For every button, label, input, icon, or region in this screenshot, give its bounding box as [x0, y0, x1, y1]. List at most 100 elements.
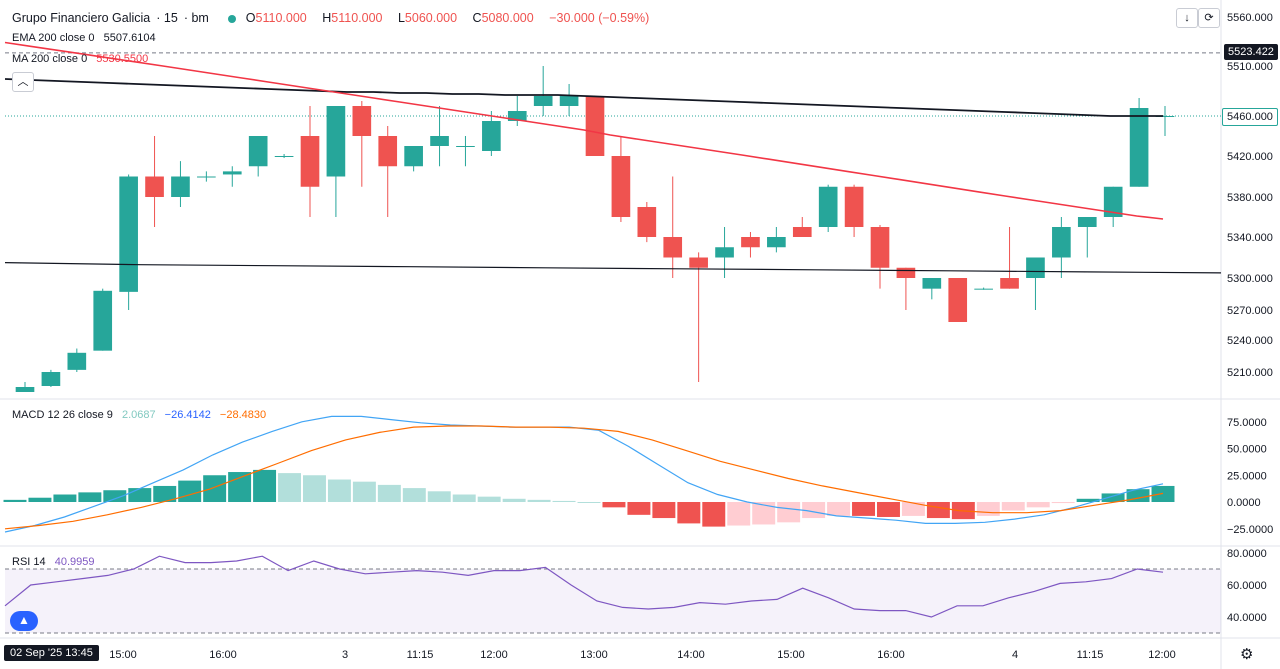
- candle-body: [844, 186, 864, 227]
- time-tick-label: 11:15: [1077, 649, 1104, 661]
- rsi-legend[interactable]: RSI 14 40.9959: [12, 556, 100, 568]
- candle-body: [1129, 108, 1149, 187]
- rsi-tick-label: 40.0000: [1227, 612, 1267, 624]
- macd-histogram-bar: [228, 472, 252, 502]
- candle-body: [611, 156, 631, 217]
- macd-histogram-bar: [802, 502, 826, 519]
- chevron-up-icon: ︿: [17, 76, 29, 88]
- time-tick-label: 11:15: [407, 649, 434, 661]
- low-value: 5060.000: [404, 11, 458, 25]
- candle-body: [1000, 278, 1019, 289]
- macd-histogram-bar: [602, 502, 626, 508]
- close-label: C: [472, 11, 482, 25]
- macd-histogram-bar: [402, 488, 426, 502]
- macd-histogram-bar: [652, 502, 676, 519]
- candle-body: [792, 227, 812, 237]
- logo-icon: ▲: [18, 613, 30, 627]
- macd-histogram-bar: [153, 485, 177, 502]
- candle-body: [715, 247, 734, 258]
- candle-body: [1026, 257, 1045, 278]
- arrow-down-icon: ↓: [1184, 12, 1190, 24]
- ema-legend[interactable]: EMA 200 close 0 5507.6104: [12, 32, 162, 44]
- rsi-label: RSI 14: [12, 556, 46, 568]
- rsi-tick-label: 80.0000: [1227, 548, 1267, 560]
- candle-body: [145, 176, 164, 197]
- interval: 15: [163, 11, 178, 25]
- tradingview-logo[interactable]: ▲: [10, 611, 38, 631]
- rsi-line: [4, 555, 1164, 618]
- macd-tick-label: 25.0000: [1227, 470, 1267, 482]
- price-tick-label: 5510.000: [1227, 61, 1273, 73]
- candle-body: [974, 288, 993, 290]
- rsi-value: 40.9959: [54, 556, 95, 568]
- candle-body: [689, 257, 708, 268]
- macd-histogram-bar: [1051, 502, 1075, 504]
- macd-histogram-bar: [327, 479, 351, 502]
- macd-histogram-bar: [53, 494, 77, 502]
- collapse-legend-button[interactable]: ︿: [12, 72, 34, 92]
- macd-histogram-bar: [1101, 493, 1125, 502]
- scroll-down-button[interactable]: ↓: [1176, 8, 1198, 28]
- ema-line: [4, 78, 1163, 117]
- candle-body: [171, 176, 190, 197]
- macd-histogram-bar: [477, 496, 501, 502]
- macd-histogram-bar: [1076, 498, 1100, 502]
- macd-line-value: −26.4142: [164, 409, 211, 421]
- macd-histogram-bar: [302, 475, 326, 502]
- refresh-button[interactable]: ⟳: [1198, 8, 1220, 28]
- candle-body: [637, 207, 657, 237]
- time-tick-label: 16:00: [877, 649, 905, 661]
- candle-body: [93, 290, 113, 351]
- price-tick-label: 5270.000: [1227, 305, 1273, 317]
- macd-histogram-bar: [577, 502, 601, 503]
- macd-histogram-bar: [103, 490, 127, 502]
- macd-tick-label: 0.0000: [1227, 497, 1261, 509]
- ma-legend[interactable]: MA 200 close 0 5530.5500: [12, 53, 154, 65]
- time-tick-label: 14:00: [677, 649, 705, 661]
- candle-body: [1155, 116, 1175, 117]
- market-status-icon: [228, 14, 237, 23]
- macd-legend[interactable]: MACD 12 26 close 9 2.0687 −26.4142 −28.4…: [12, 409, 272, 421]
- candle-body: [1052, 227, 1071, 258]
- price-tag-upper: 5523.422: [1224, 44, 1278, 60]
- candle-body: [767, 237, 786, 248]
- macd-histogram-bar: [502, 498, 526, 502]
- macd-histogram-bar: [901, 502, 925, 516]
- macd-histogram-bar: [827, 502, 851, 516]
- settings-gear-icon[interactable]: ⚙: [1240, 646, 1254, 663]
- ema-value: 5507.6104: [103, 32, 156, 44]
- candle-body: [15, 387, 35, 392]
- macd-tick-label: 75.0000: [1227, 417, 1267, 429]
- time-tick-label: 3: [342, 649, 348, 661]
- candle-body: [456, 146, 475, 147]
- candle-body: [1103, 186, 1123, 217]
- candle-body: [404, 146, 423, 167]
- time-tick-label: 13:00: [580, 649, 608, 661]
- candle-body: [378, 136, 398, 167]
- macd-histogram-bar: [727, 502, 751, 526]
- macd-tick-label: −25.0000: [1227, 524, 1273, 536]
- symbol-header: Grupo Financiero Galicia · 15 · bm O5110.0…: [12, 11, 650, 25]
- candle-body: [67, 352, 87, 370]
- candle-body: [870, 227, 890, 268]
- high-label: H: [322, 11, 332, 25]
- price-tick-label: 5240.000: [1227, 335, 1273, 347]
- candle-body: [1077, 217, 1097, 227]
- macd-histogram-bar: [552, 500, 576, 502]
- time-tick-label: 4: [1012, 649, 1018, 661]
- price-tick-label: 5340.000: [1227, 232, 1273, 244]
- macd-histogram-bar: [3, 499, 27, 502]
- candle-body: [741, 237, 760, 248]
- candle-body: [922, 278, 942, 289]
- macd-histogram-bar: [677, 502, 701, 524]
- candle-body: [818, 186, 838, 227]
- candle-body: [274, 156, 294, 157]
- candle-body: [41, 372, 61, 386]
- price-tick-label: 5380.000: [1227, 192, 1273, 204]
- macd-histogram-bar: [427, 491, 451, 502]
- price-tick-label: 5210.000: [1227, 367, 1273, 379]
- candle-body: [896, 267, 916, 278]
- open-label: O: [245, 11, 256, 25]
